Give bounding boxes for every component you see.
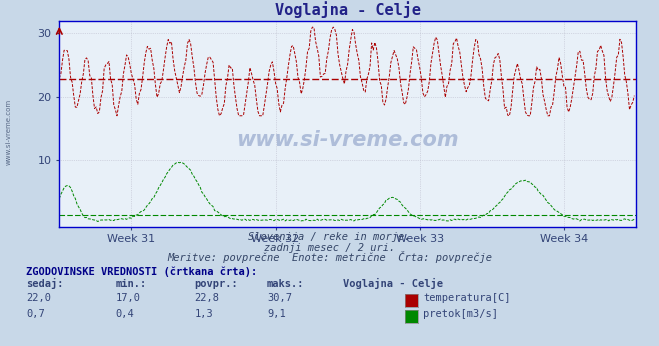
Text: 22,8: 22,8: [194, 293, 219, 303]
Text: 30,7: 30,7: [267, 293, 292, 303]
Text: 17,0: 17,0: [115, 293, 140, 303]
Text: 0,4: 0,4: [115, 309, 134, 319]
Text: maks.:: maks.:: [267, 279, 304, 289]
Text: ZGODOVINSKE VREDNOSTI (črtkana črta):: ZGODOVINSKE VREDNOSTI (črtkana črta):: [26, 266, 258, 277]
Text: Meritve: povprečne  Enote: metrične  Črta: povprečje: Meritve: povprečne Enote: metrične Črta:…: [167, 251, 492, 263]
Text: 1,3: 1,3: [194, 309, 213, 319]
Text: povpr.:: povpr.:: [194, 279, 238, 289]
Text: Slovenija / reke in morje.: Slovenija / reke in morje.: [248, 233, 411, 243]
Text: 0,7: 0,7: [26, 309, 45, 319]
Text: pretok[m3/s]: pretok[m3/s]: [423, 309, 498, 319]
Text: www.si-vreme.com: www.si-vreme.com: [5, 98, 11, 165]
Text: www.si-vreme.com: www.si-vreme.com: [237, 130, 459, 150]
Text: Voglajna - Celje: Voglajna - Celje: [343, 278, 443, 289]
Text: sedaj:: sedaj:: [26, 278, 64, 289]
Text: 22,0: 22,0: [26, 293, 51, 303]
Text: zadnji mesec / 2 uri.: zadnji mesec / 2 uri.: [264, 243, 395, 253]
Title: Voglajna - Celje: Voglajna - Celje: [275, 1, 420, 18]
Text: min.:: min.:: [115, 279, 146, 289]
Text: temperatura[C]: temperatura[C]: [423, 293, 511, 303]
Text: 9,1: 9,1: [267, 309, 285, 319]
